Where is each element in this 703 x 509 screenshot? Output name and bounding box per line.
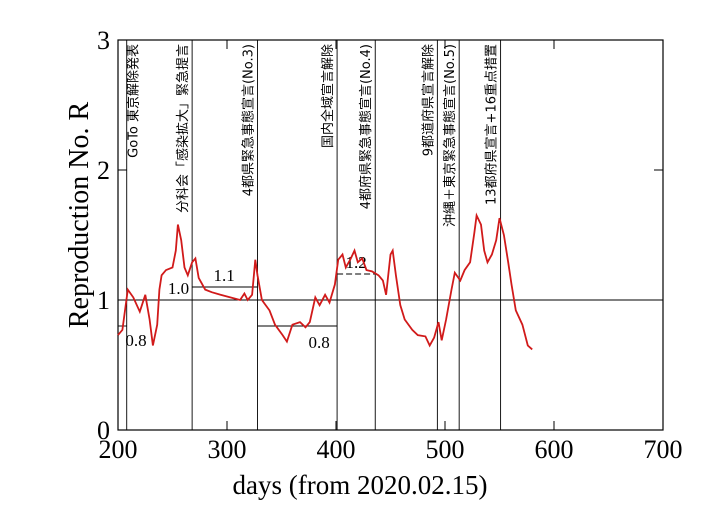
x-tick-label: 500 bbox=[426, 435, 465, 464]
event-label: 国内全域宣言解除 bbox=[320, 44, 336, 148]
y-tick-label: 2 bbox=[97, 156, 110, 185]
event-label: 9都道府県宣言解除 bbox=[420, 44, 436, 156]
x-tick-label: 600 bbox=[535, 435, 574, 464]
x-tick-label: 400 bbox=[317, 435, 356, 464]
x-tick-label: 700 bbox=[644, 435, 683, 464]
event-label: 13都府県宣言+16重点措置 bbox=[484, 44, 500, 205]
event-label: 沖縄＋東京緊急事態宣言(No.5) bbox=[442, 44, 458, 227]
event-label: GoTo 東京解除発表 bbox=[126, 44, 142, 158]
event-label: 4都県緊急事態宣言(No.3) bbox=[241, 44, 257, 196]
level-label: 1.0 bbox=[168, 279, 189, 298]
level-label: 0.8 bbox=[308, 333, 329, 352]
level-label: 0.8 bbox=[125, 331, 146, 350]
level-label: 1.1 bbox=[213, 266, 234, 285]
y-axis-label: Reproduction No. R bbox=[64, 102, 95, 329]
plot-frame bbox=[117, 39, 664, 431]
event-label: 分科会「感染拡大」緊急提言 bbox=[175, 44, 191, 213]
y-tick-label: 3 bbox=[97, 26, 110, 55]
y-tick-label: 0 bbox=[97, 416, 110, 445]
event-label: 4都府県緊急事態宣言(No.4) bbox=[358, 44, 374, 209]
x-tick-label: 200 bbox=[99, 435, 138, 464]
y-tick-label: 1 bbox=[97, 286, 110, 315]
x-tick-label: 300 bbox=[208, 435, 247, 464]
data-line bbox=[117, 212, 533, 351]
x-axis-label: days (from 2020.02.15) bbox=[233, 470, 488, 500]
